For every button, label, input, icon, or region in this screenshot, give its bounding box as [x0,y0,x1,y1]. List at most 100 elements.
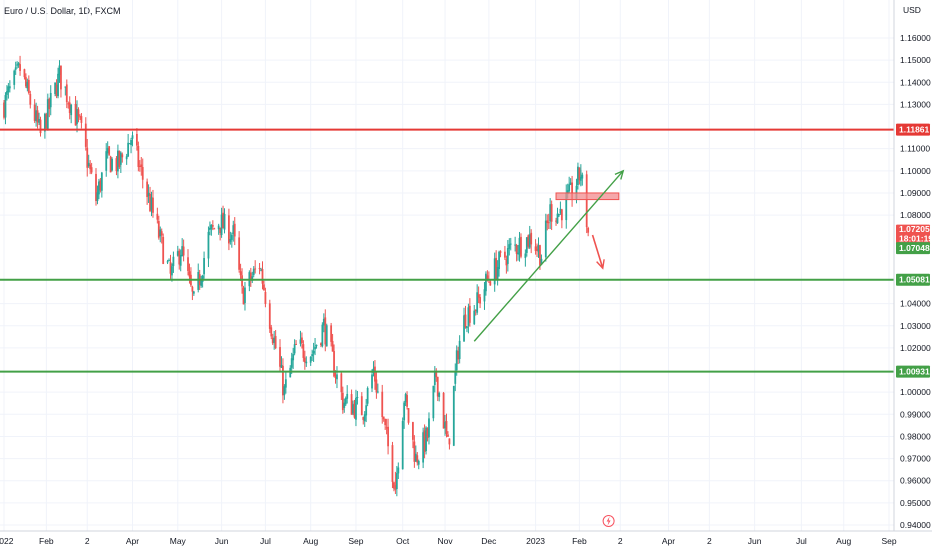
time-tick-label: 2023 [526,536,545,546]
candle-body [365,405,368,416]
candle-body [336,374,338,380]
candle-body [121,154,124,158]
candle-body [17,63,20,66]
candle-body [517,252,519,255]
candle-body [436,376,439,397]
candle-body [340,373,343,393]
candle-body [426,428,429,438]
candle-body [149,193,151,212]
candle-body [254,268,257,270]
candle-body [292,354,295,361]
candle-body [505,259,508,266]
candle-body [159,229,162,237]
candle-body [414,453,417,462]
time-tick-label: Feb [39,536,54,546]
price-tick-label: 1.11000 [900,144,930,154]
candle-body [284,379,287,388]
candle-body [536,249,538,251]
price-tick-label: 1.08000 [900,210,931,220]
candle-body [483,289,486,302]
candle-body [425,427,427,452]
candle-body [270,327,273,337]
candle-body [330,325,333,342]
trendline[interactable] [473,170,624,342]
candle-body [80,116,83,123]
time-tick-label: 2 [85,536,90,546]
candle-body [14,67,17,70]
candle-body [442,392,445,429]
candle-body [295,343,297,345]
price-tick-label: 0.97000 [900,454,931,464]
candle-body [352,404,354,414]
time-tick-label: Apr [662,536,675,546]
candle-body [504,251,506,258]
candle-body [528,234,531,248]
candle-body [473,310,476,325]
candle-body [448,438,451,445]
candle-body [99,180,102,191]
candle-body [447,434,449,437]
candle-body [8,86,11,89]
candle-body [324,317,327,345]
time-tick-label: Feb [572,536,587,546]
candle-body [228,215,230,244]
candle-body [305,361,308,364]
candle-body [382,416,385,420]
arrow-down-icon [596,259,605,270]
lightning-glyph [606,516,611,526]
price-tick-label: 0.96000 [900,476,931,486]
candle-body [568,184,571,192]
candle-body [344,398,347,405]
candle-body [260,269,262,271]
candle-body [353,403,356,418]
candle-body [406,395,408,407]
candle-body [321,324,324,347]
candle-body [27,79,30,94]
candle-body [479,297,481,304]
candle-body [242,287,245,305]
candle-body [223,213,226,230]
candle-body [309,356,312,363]
price-axis[interactable]: 1.16000 1.15000 1.14000 1.13000 1.11000 1.100… [893,0,932,531]
candle-body [322,318,325,326]
supply-zone-rect[interactable] [555,192,620,201]
time-tick-label: May [170,536,187,546]
time-axis[interactable]: 2022 Feb 2 Apr May Jun Jul Aug Sep Oct Nov Dec 2023 F… [0,515,932,547]
candle-body [7,86,10,93]
candle-body [509,243,512,245]
candle-body [544,220,547,258]
candle-body [391,445,394,482]
candle-body [23,69,26,78]
candle-body [38,118,40,123]
candle-body [341,392,344,411]
candle-body [476,292,479,313]
candle-body [191,286,194,292]
candle-body [547,222,550,224]
time-tick-label: Sep [348,536,363,546]
candle-body [558,213,560,216]
candle-body [252,268,255,276]
countdown-label: 18:01:19 [899,234,932,244]
projection-arrow[interactable] [591,234,604,269]
candle-body [407,408,410,423]
candle-body [498,251,500,270]
candle-body [320,343,322,345]
time-tick-label: Aug [836,536,851,546]
candle-body [495,257,498,280]
candle-body [404,394,407,403]
candle-body [458,340,461,359]
candle-body [209,227,211,230]
candle-body [178,250,181,265]
candle-body [282,365,284,396]
candle-body [192,291,195,294]
candle-body [575,185,578,199]
candle-body [506,248,509,264]
candle-body [57,73,59,97]
candle-body [229,239,232,242]
candle-body [455,350,458,371]
candle-body [210,224,213,230]
level-price-badge [896,123,930,136]
drawings[interactable] [0,128,894,373]
candle-body [549,204,552,222]
